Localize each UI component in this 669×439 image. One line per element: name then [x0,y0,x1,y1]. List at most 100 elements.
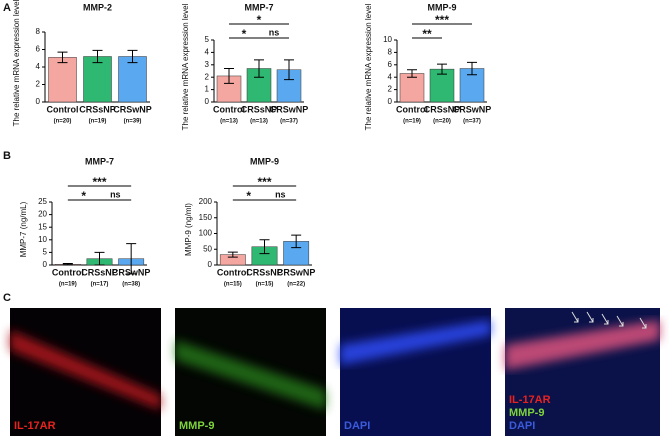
bar [48,57,77,103]
significance-label: * [246,189,251,203]
y-tick-label: 2 [388,85,393,94]
x-tick-label: CRSsNP [424,104,461,114]
micrographs [10,308,660,436]
chart-title: MMP-9 [250,156,279,166]
bar [118,56,147,103]
y-tick-label: 6 [36,45,41,54]
n-label: (n=13) [250,119,268,125]
x-tick-label: CRSwNP [453,104,492,114]
n-label: (n=19) [59,282,77,288]
y-tick-label: 5 [43,248,48,257]
image-label: DAPI [509,420,535,432]
error-bar [254,59,264,78]
y-tick-label: 4 [205,48,210,57]
x-tick-label: Control [213,104,245,114]
chart-title: MMP-7 [245,2,274,12]
significance-label: *** [257,175,271,189]
y-tick-label: 200 [199,197,213,206]
y-axis-label: The relative mRNA expression level [12,0,21,126]
x-tick-label: CRSwNP [270,104,309,114]
image-label: IL-17AR [14,420,56,432]
significance-label: ns [110,189,121,199]
y-tick-label: 0 [36,97,41,106]
y-axis-label: The relative mRNA expression level [364,3,373,130]
significance-label: *** [92,175,106,189]
y-tick-label: 50 [203,244,212,253]
error-bar [126,243,137,275]
y-tick-label: 8 [36,27,41,36]
y-tick-label: 25 [38,197,47,206]
x-tick-label: Control [217,267,249,277]
n-label: (n=37) [463,119,481,125]
n-label: (n=39) [124,119,142,125]
n-label: (n=19) [89,119,107,125]
x-tick-label: CRSwNP [112,267,151,277]
error-bar [92,49,103,64]
y-tick-label: 3 [205,60,210,69]
y-tick-label: 20 [38,210,47,219]
y-tick-label: 8 [388,48,393,57]
y-axis-label: MMP-7 (ng/mL) [19,201,28,257]
chart-title: MMP-7 [85,156,114,166]
image-label: MMP-9 [509,407,544,419]
y-tick-label: 10 [38,235,47,244]
y-axis-label: The relative mRNA expression level [181,3,190,130]
chart-title: MMP-9 [428,2,457,12]
error-bar [407,69,417,78]
y-tick-label: 2 [205,72,210,81]
n-label: (n=17) [91,282,109,288]
panel-label: C [3,292,11,304]
significance-label: ns [269,27,280,37]
x-tick-label: CRSsNP [241,104,278,114]
error-bar [227,251,238,258]
chart-title: MMP-2 [83,2,112,12]
error-bar [467,61,477,76]
image-label: IL-17AR [509,394,551,406]
y-tick-label: 10 [383,35,392,44]
error-bar [57,51,68,64]
y-tick-label: 100 [199,229,213,238]
n-label: (n=38) [122,282,140,288]
error-bar [437,63,447,75]
n-label: (n=22) [287,282,305,288]
error-bar [62,262,73,266]
y-tick-label: 1 [205,85,210,94]
image-label: MMP-9 [179,420,214,432]
panel-label: A [3,2,11,14]
x-tick-label: CRSsNP [79,104,116,114]
image-label: DAPI [344,420,370,432]
bar [83,56,112,103]
y-tick-label: 150 [199,213,213,222]
n-label: (n=20) [433,119,451,125]
significance-label: * [242,27,247,41]
bar [429,68,455,103]
error-bar [94,251,105,266]
y-tick-label: 0 [388,97,393,106]
x-tick-label: Control [396,104,428,114]
x-tick-label: CRSsNP [81,267,118,277]
x-tick-label: CRSsNP [246,267,283,277]
n-label: (n=37) [280,119,298,125]
y-tick-label: 15 [38,222,47,231]
error-bar [224,68,234,84]
n-label: (n=13) [220,119,238,125]
x-tick-label: CRSwNP [277,267,316,277]
y-tick-label: 0 [43,260,48,269]
panel-label: B [3,150,11,162]
y-tick-label: 0 [208,260,213,269]
error-bar [127,49,138,64]
y-tick-label: 4 [388,72,393,81]
y-tick-label: 6 [388,60,393,69]
x-tick-label: Control [52,267,84,277]
error-bar [259,239,270,255]
x-tick-label: CRSwNP [113,104,152,114]
n-label: (n=19) [403,119,421,125]
significance-label: ns [275,189,286,199]
x-tick-label: Control [47,104,79,114]
y-tick-label: 2 [36,80,41,89]
y-tick-label: 4 [36,62,41,71]
error-bar [284,59,294,81]
bar [399,73,425,103]
significance-label: * [257,13,262,27]
